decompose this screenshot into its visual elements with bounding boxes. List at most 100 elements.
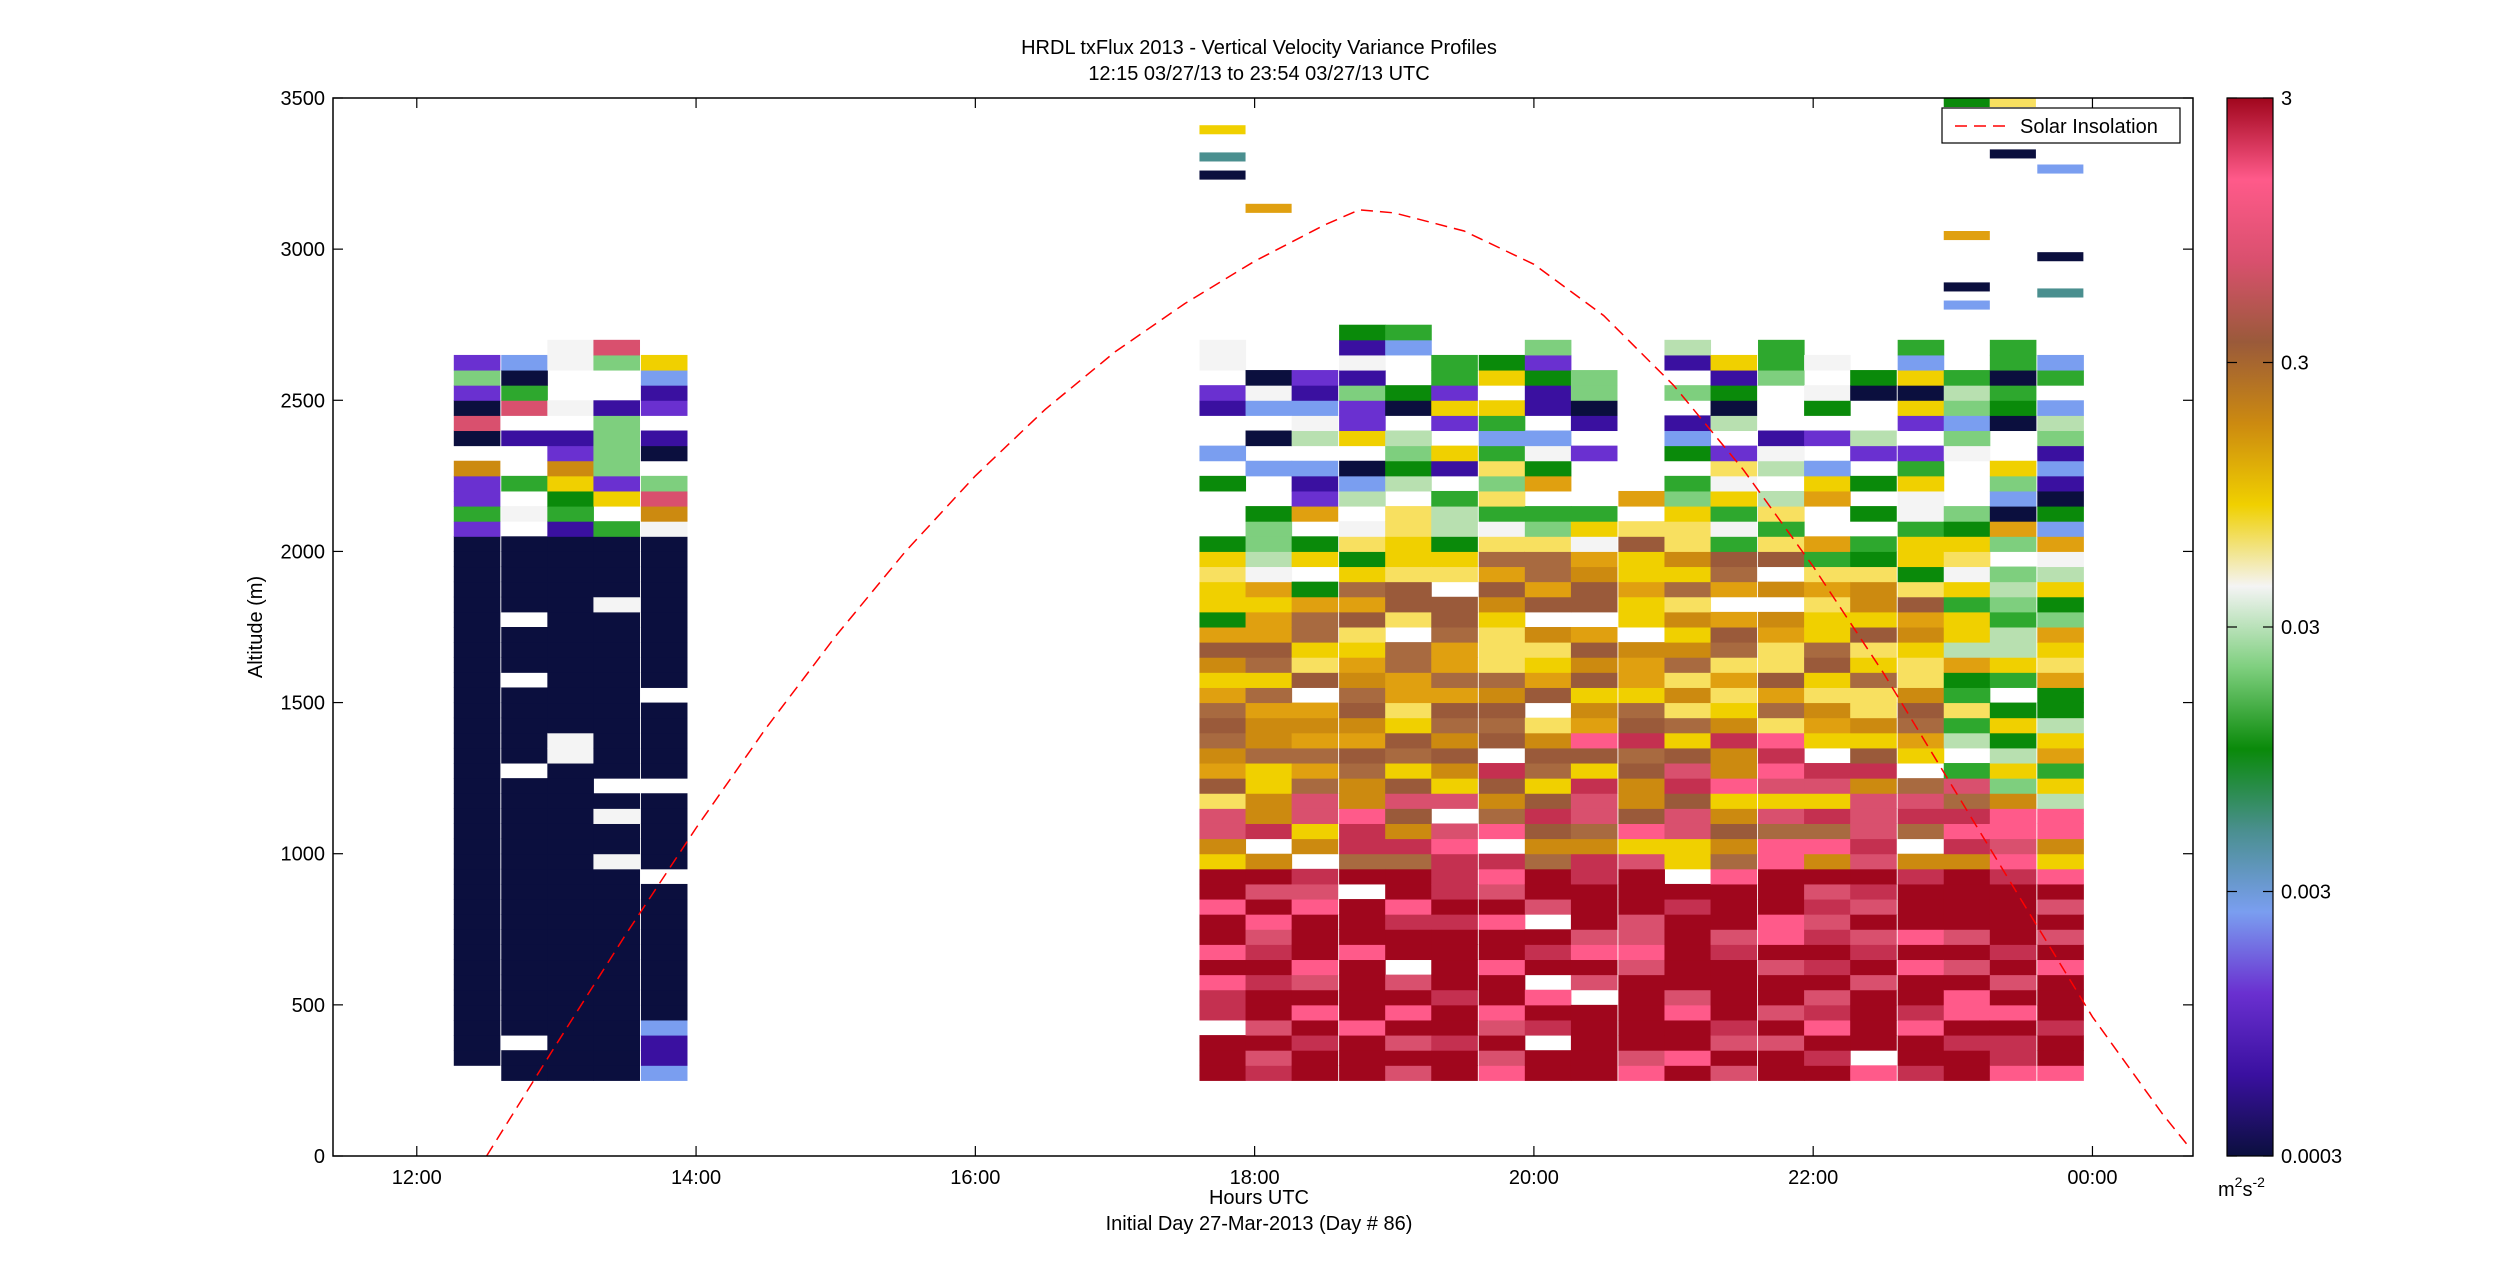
heatmap-cell [1989,883,2037,900]
heatmap-cell [453,868,501,885]
heatmap-cell [1478,551,1526,568]
heatmap-cell [547,1004,594,1021]
heatmap-cell [1758,778,1805,794]
heatmap-cell [1199,793,1247,809]
heatmap-cell [2037,400,2084,416]
heatmap-cell [2037,415,2084,432]
heatmap-cell [2037,551,2084,568]
heatmap-cell [1618,974,1665,991]
heatmap-cell [1199,899,1247,915]
heatmap-cell [501,627,548,643]
heatmap-cell [501,642,548,658]
heatmap-cell [593,702,641,719]
heatmap-cell [1710,672,1758,688]
y-tick-label: 500 [292,995,325,1017]
heatmap-cell [453,430,501,447]
heatmap-cell [593,460,641,477]
x-tick-label: 20:00 [1509,1167,1559,1189]
heatmap-cell [1199,125,1246,135]
heatmap-cell [1804,490,1851,507]
heatmap-cell [1245,732,1293,749]
heatmap-cell [1758,551,1805,568]
heatmap-cell [453,974,501,991]
heatmap-cell [453,672,501,688]
heatmap-cell [1710,521,1758,537]
heatmap-cell [1897,1019,1945,1036]
heatmap-cell [1989,611,2037,628]
heatmap-cell [640,1035,688,1051]
heatmap-cell [501,778,548,794]
heatmap-cell [1291,581,1339,598]
heatmap-cell [1850,642,1897,658]
heatmap-cell [453,400,501,416]
heatmap-cell [1664,596,1712,613]
heatmap-cell [1524,959,1572,976]
heatmap-cell [1385,974,1432,991]
heatmap-cell [640,808,688,824]
heatmap-cell [1989,793,2037,809]
heatmap-cell [1570,400,1618,416]
heatmap-cell [547,1035,594,1051]
heatmap-cell [1710,944,1758,961]
heatmap-cell [1570,1065,1618,1081]
heatmap-cell [1710,747,1758,764]
heatmap-cell [1339,702,1386,719]
heatmap-cell [1431,385,1478,401]
heatmap-cell [1850,702,1897,719]
heatmap-cell [1431,929,1478,945]
heatmap-cell [1339,642,1386,658]
heatmap-cell [1431,732,1478,749]
heatmap-cell [1245,1050,1293,1066]
heatmap-cell [1758,838,1805,855]
heatmap-cell [1245,868,1293,885]
heatmap-cell [1804,672,1851,688]
heatmap-cell [1431,642,1478,658]
heatmap-cell [1943,596,1991,613]
heatmap-cell [1339,823,1386,840]
heatmap-cell [640,1004,688,1021]
heatmap-cell [1897,808,1945,824]
heatmap-cell [640,702,688,719]
heatmap-cell [1385,717,1432,734]
heatmap-cell [593,899,641,915]
heatmap-cell [1478,415,1526,432]
heatmap-cell [2037,521,2084,537]
heatmap-cell [1989,354,2037,371]
heatmap-cell [1478,853,1526,870]
heatmap-cell [1291,506,1339,522]
heatmap-cell [1710,899,1758,915]
heatmap-cell [547,747,594,764]
heatmap-cell [1943,914,1991,930]
heatmap-cell [453,1035,501,1051]
heatmap-cell [2037,1065,2084,1081]
heatmap-cell [593,914,641,930]
heatmap-cell [1291,838,1339,855]
heatmap-cell [1897,899,1945,915]
heatmap-cell [1804,853,1851,870]
heatmap-cell [1943,823,1991,840]
x-tick-label: 12:00 [392,1167,442,1189]
heatmap-cell [1339,370,1386,386]
heatmap-cell [1664,778,1712,794]
heatmap-cell [593,823,641,840]
heatmap-cell [1758,506,1805,522]
heatmap-cell [593,551,641,568]
heatmap-cell [453,611,501,628]
heatmap-cell [501,793,548,809]
heatmap-cell [640,1050,688,1066]
heatmap-cell [2037,1019,2084,1036]
heatmap-cell [453,732,501,749]
colorbar-unit-exp1: 2 [2235,1174,2243,1190]
heatmap-cell [1478,974,1526,991]
heatmap-cell [1570,853,1618,870]
heatmap-cell [1897,732,1945,749]
heatmap-cell [1804,823,1851,840]
heatmap-cell [1478,370,1526,386]
colorbar-ticks: 0.0003 0.003 0.03 0.3 3 [2227,88,2342,1168]
heatmap-cell [1431,914,1478,930]
heatmap-cell [1291,747,1339,764]
heatmap-cell [593,989,641,1006]
heatmap-cell [1710,581,1758,598]
heatmap-cell [1664,793,1712,809]
heatmap-cell [2037,868,2084,885]
